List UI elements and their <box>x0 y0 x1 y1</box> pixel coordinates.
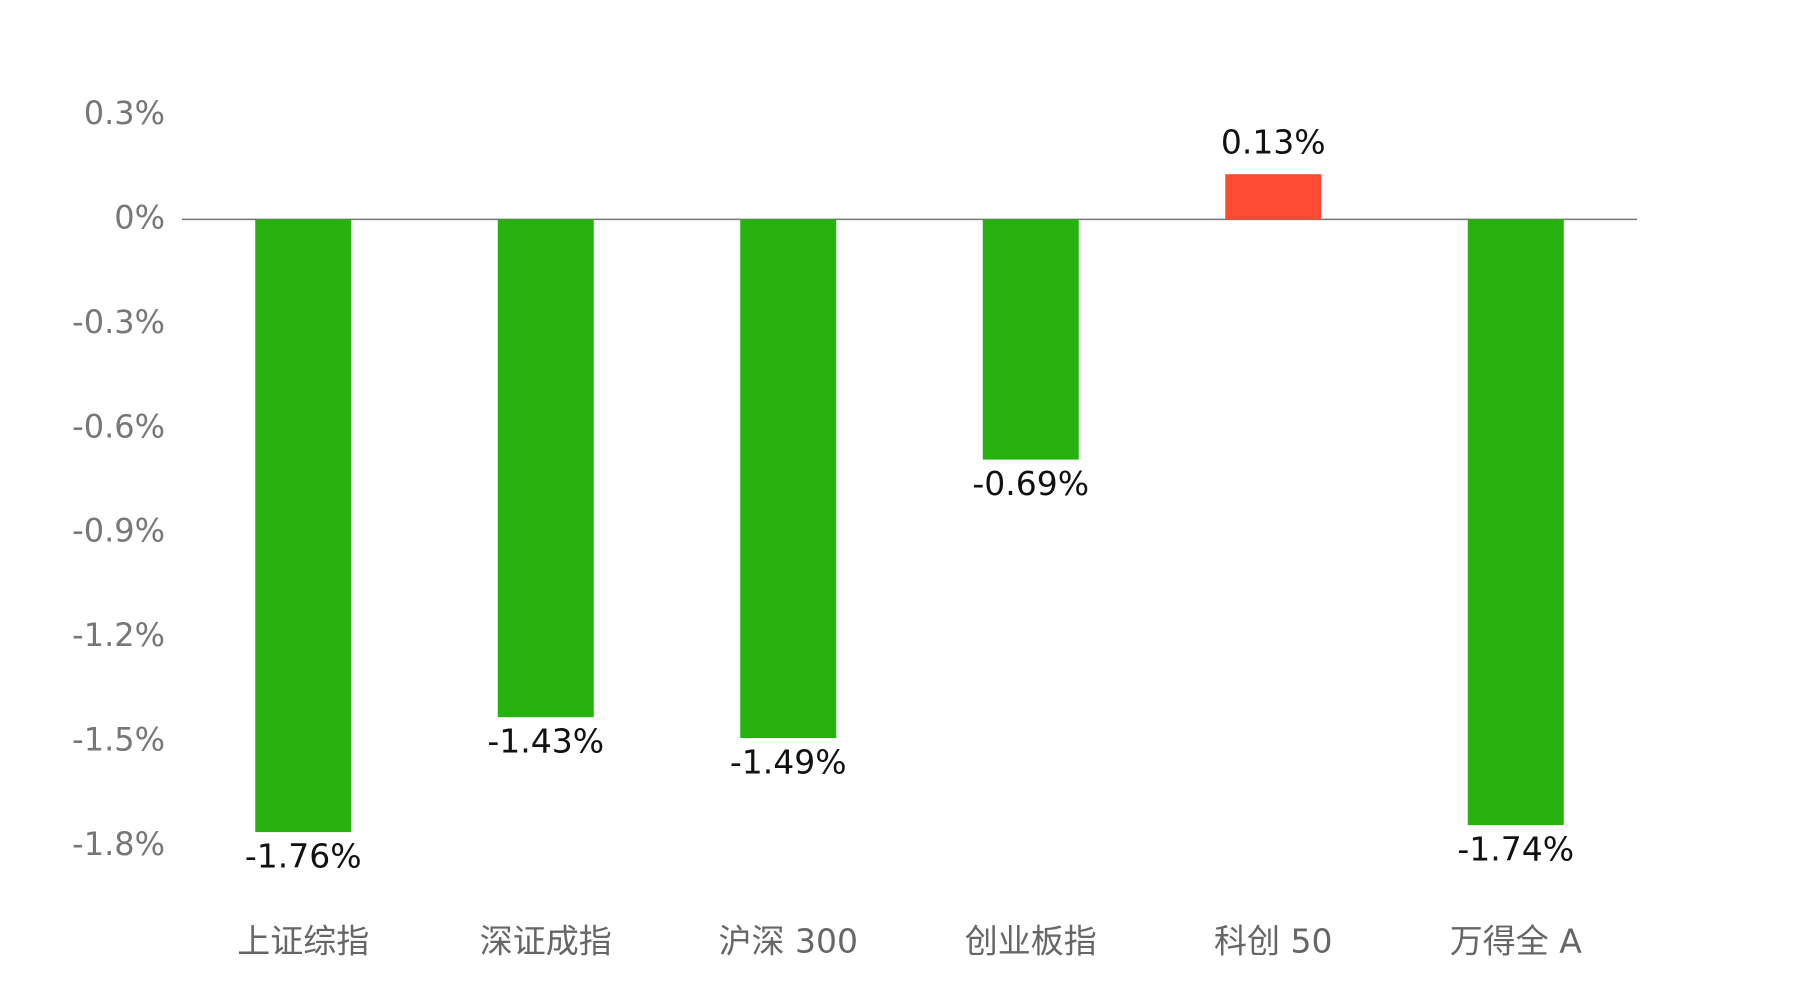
y-tick-label: 0% <box>114 198 165 236</box>
y-tick-label: -0.3% <box>72 303 165 341</box>
x-tick-label: 科创 50 <box>1214 922 1332 961</box>
value-label: -1.49% <box>730 743 847 782</box>
x-tick-label: 上证综指 <box>237 922 369 961</box>
y-tick-label: -1.8% <box>72 825 165 863</box>
bar <box>740 219 837 739</box>
bar <box>1225 174 1322 220</box>
x-tick-label: 万得全 A <box>1450 922 1582 961</box>
bar <box>255 219 352 833</box>
y-tick-label: -1.2% <box>72 616 165 654</box>
value-label: -0.69% <box>972 464 1089 503</box>
value-label: -1.76% <box>245 837 362 876</box>
y-tick-label: 0.3% <box>84 94 165 132</box>
value-label: -1.74% <box>1457 830 1574 869</box>
y-tick-label: -0.6% <box>72 407 165 445</box>
x-tick-label: 创业板指 <box>965 922 1097 961</box>
bar <box>1467 219 1564 826</box>
bar <box>982 219 1079 460</box>
x-tick-label: 沪深 300 <box>719 922 858 961</box>
value-label: -1.43% <box>487 722 604 761</box>
x-tick-label: 深证成指 <box>480 922 612 961</box>
y-tick-label: -0.9% <box>72 512 165 550</box>
bar <box>497 219 594 718</box>
value-label: 0.13% <box>1221 123 1326 162</box>
y-tick-label: -1.5% <box>72 721 165 759</box>
